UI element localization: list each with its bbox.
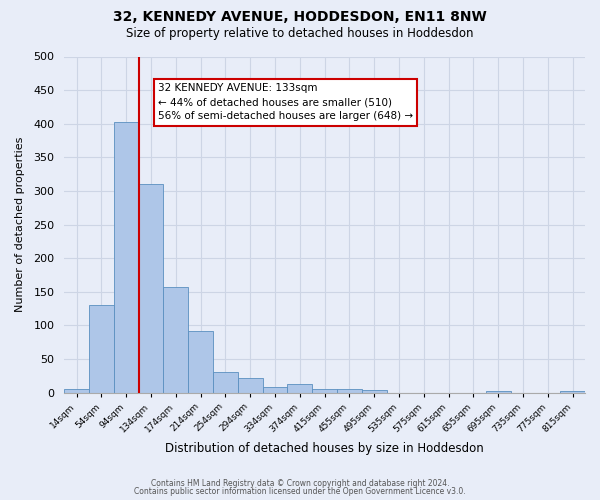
Bar [486,390,511,392]
Bar [362,390,386,392]
Bar [560,391,585,392]
Bar [139,184,163,392]
X-axis label: Distribution of detached houses by size in Hoddesdon: Distribution of detached houses by size … [165,442,484,455]
Bar [287,384,312,392]
Text: 32 KENNEDY AVENUE: 133sqm
← 44% of detached houses are smaller (510)
56% of semi: 32 KENNEDY AVENUE: 133sqm ← 44% of detac… [158,84,413,122]
Bar [64,389,89,392]
Text: Size of property relative to detached houses in Hoddesdon: Size of property relative to detached ho… [126,28,474,40]
Bar [89,305,114,392]
Bar [312,389,337,392]
Text: Contains HM Land Registry data © Crown copyright and database right 2024.: Contains HM Land Registry data © Crown c… [151,478,449,488]
Bar [163,287,188,393]
Bar [213,372,238,392]
Bar [263,387,287,392]
Bar [114,122,139,392]
Y-axis label: Number of detached properties: Number of detached properties [15,137,25,312]
Bar [238,378,263,392]
Bar [337,389,362,392]
Text: 32, KENNEDY AVENUE, HODDESDON, EN11 8NW: 32, KENNEDY AVENUE, HODDESDON, EN11 8NW [113,10,487,24]
Bar [188,330,213,392]
Text: Contains public sector information licensed under the Open Government Licence v3: Contains public sector information licen… [134,487,466,496]
